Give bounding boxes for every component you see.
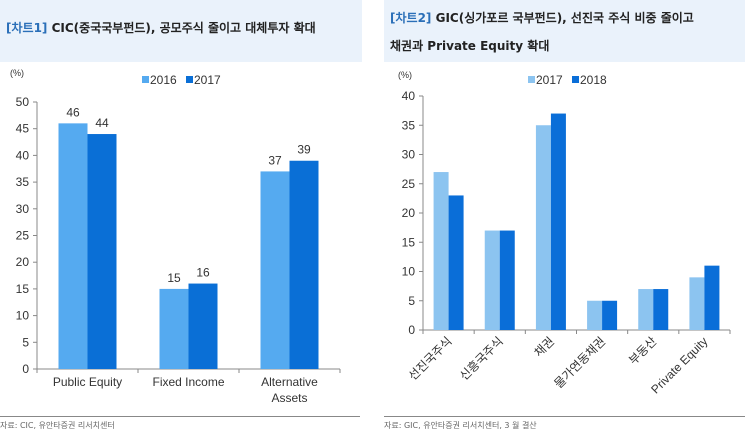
chart1-legend-label: 2016 — [150, 73, 177, 87]
chart2-x-tick-label: 채권 — [532, 334, 558, 360]
chart2-tag: [차트2] — [390, 11, 432, 25]
chart1-bar-2016 — [159, 288, 189, 369]
chart1-legend-swatch-2016 — [142, 76, 149, 83]
chart2-bar-2018 — [499, 230, 515, 330]
chart1-y-tick-label: 30 — [16, 202, 30, 216]
chart1-title: [차트1] CIC(중국국부펀드), 공모주식 줄이고 대체투자 확대 — [6, 14, 316, 42]
chart2-x-tick-label: 물가연동채권 — [551, 334, 608, 391]
chart2-bar-2017 — [587, 300, 603, 330]
chart1-data-label: 15 — [167, 271, 181, 285]
chart1-header: [차트1] CIC(중국국부펀드), 공모주식 줄이고 대체투자 확대 — [0, 0, 362, 62]
chart1-source: 자료: CIC, 유안타증권 리서치센터 — [0, 421, 115, 430]
chart1-data-label: 16 — [196, 266, 210, 280]
chart1-y-tick-label: 20 — [16, 255, 30, 269]
chart1-bar-2016 — [260, 171, 290, 369]
chart2-legend-label: 2018 — [580, 73, 607, 87]
chart2-bar-2017 — [689, 277, 705, 330]
chart1-x-tick-label: Fixed Income — [152, 375, 224, 389]
chart1-legend-swatch-2017 — [186, 76, 193, 83]
chart2-legend-swatch-2018 — [572, 76, 579, 83]
chart2-bar-2018 — [602, 300, 618, 330]
chart2-title-text: GIC(싱가포르 국부펀드), 선진국 주식 비중 줄이고 — [435, 11, 694, 25]
chart1-y-tick-label: 15 — [16, 282, 30, 296]
chart1-y-tick-label: 25 — [16, 229, 30, 243]
chart2-y-tick-label: 10 — [402, 265, 416, 279]
chart2-y-unit: (%) — [398, 70, 412, 80]
chart2-bar-2018 — [448, 195, 464, 330]
chart2-bar-2017 — [535, 125, 551, 330]
chart2-divider — [384, 416, 745, 417]
chart1-bar-2016 — [58, 123, 88, 369]
chart1-data-label: 46 — [66, 105, 80, 119]
chart2-title-line2: 채권과 Private Equity 확대 — [390, 39, 550, 53]
chart1-x-tick-label: Public Equity — [53, 375, 122, 389]
chart2-bar-2017 — [433, 172, 449, 330]
chart2-source: 자료: GIC, 유안타증권 리서치센터, 3 월 결산 — [384, 421, 537, 430]
chart2-legend-swatch-2017 — [528, 76, 535, 83]
chart2-y-tick-label: 5 — [408, 294, 415, 308]
chart1-title-text: CIC(중국국부펀드), 공모주식 줄이고 대체투자 확대 — [51, 21, 316, 35]
chart2-legend-label: 2017 — [536, 73, 563, 87]
chart1-bar-2017 — [188, 283, 218, 369]
chart2-y-tick-label: 40 — [402, 89, 416, 103]
chart1-divider — [0, 416, 360, 417]
chart1-x-tick-label: Assets — [271, 391, 307, 405]
chart1-y-tick-label: 40 — [16, 148, 30, 162]
chart1-legend-label: 2017 — [194, 73, 221, 87]
chart2-bar-2018 — [550, 113, 566, 330]
chart1-bar-2017 — [289, 160, 319, 369]
chart1-y-tick-label: 45 — [16, 122, 30, 136]
chart2-y-tick-label: 25 — [402, 177, 416, 191]
chart1-y-tick-label: 50 — [16, 95, 30, 109]
chart2-y-tick-label: 15 — [402, 235, 416, 249]
chart1-y-unit: (%) — [10, 68, 24, 78]
chart1-y-tick-label: 35 — [16, 175, 30, 189]
chart1-data-label: 39 — [297, 143, 311, 157]
chart2-y-tick-label: 30 — [402, 148, 416, 162]
chart1-x-tick-label: Alternative — [261, 375, 318, 389]
chart1-y-tick-label: 10 — [16, 309, 30, 323]
chart2-bar-2017 — [484, 230, 500, 330]
chart1-y-tick-label: 0 — [22, 362, 29, 376]
chart2-y-tick-label: 35 — [402, 118, 416, 132]
chart2-x-tick-label: 신흥국주식 — [457, 334, 506, 383]
chart1-tag: [차트1] — [6, 21, 48, 35]
chart2-header: [차트2] GIC(싱가포르 국부펀드), 선진국 주식 비중 줄이고 채권과 … — [384, 0, 745, 62]
chart2-x-tick-label: 부동산 — [626, 334, 659, 367]
chart2-x-tick-label: 선진국주식 — [406, 334, 455, 383]
chart2-title: [차트2] GIC(싱가포르 국부펀드), 선진국 주식 비중 줄이고 채권과 … — [390, 4, 694, 60]
chart2-bar-2017 — [638, 289, 654, 330]
chart1-data-label: 37 — [268, 153, 282, 167]
chart2-y-tick-label: 20 — [402, 206, 416, 220]
chart1-bar-2017 — [87, 134, 117, 369]
chart1-data-label: 44 — [95, 116, 109, 130]
chart2-bar-2018 — [653, 289, 669, 330]
chart2-y-tick-label: 0 — [408, 323, 415, 337]
chart1-y-tick-label: 5 — [22, 335, 29, 349]
chart2-bar-2018 — [704, 265, 720, 330]
